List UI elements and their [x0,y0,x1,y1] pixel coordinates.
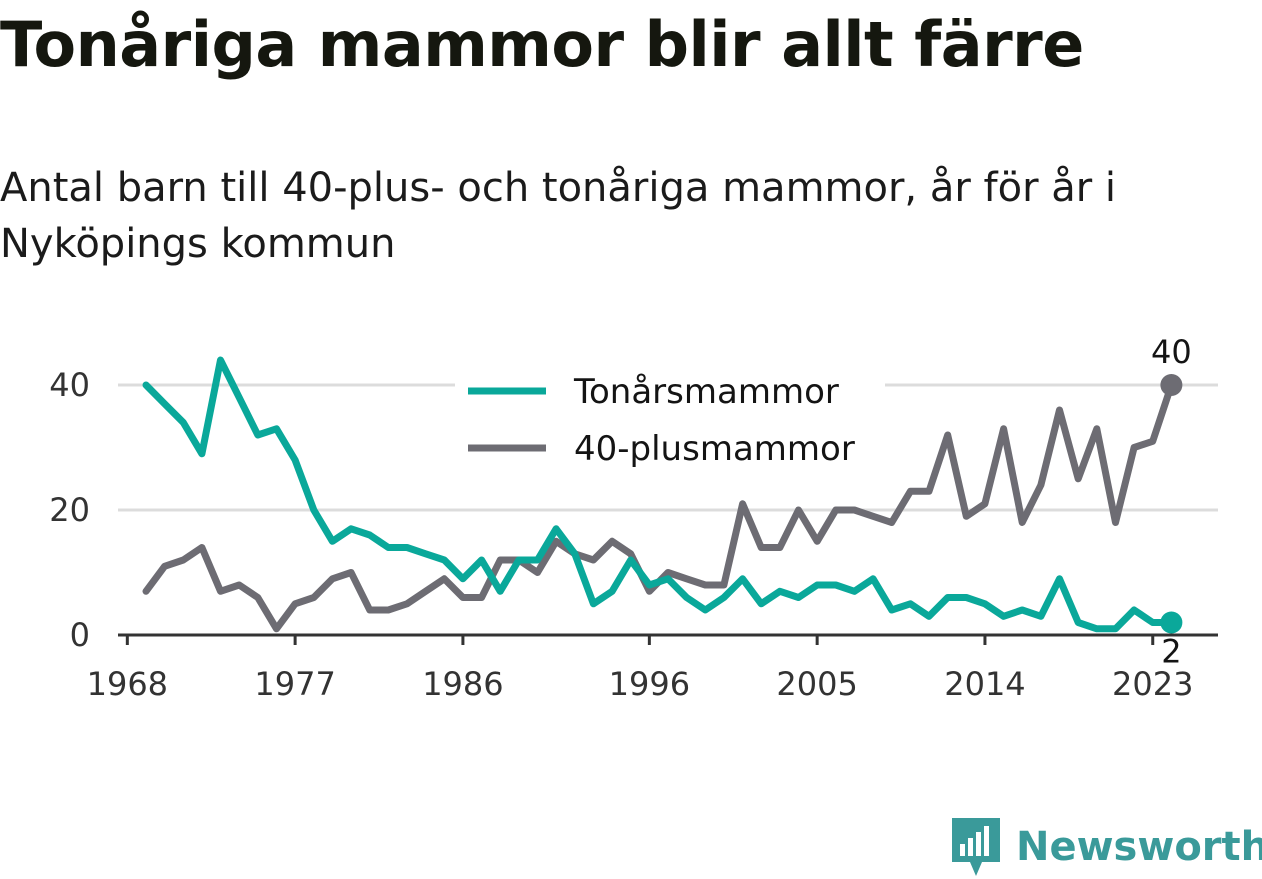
x-tick-label: 2023 [1112,665,1193,703]
x-tick-label: 2014 [944,665,1025,703]
brand-name: Newsworthy [1016,824,1262,870]
end-label: 40 [1151,333,1192,371]
end-labels: 40 2 [1151,333,1192,671]
y-tick-label: 0 [70,616,90,654]
end-point-marker [1160,611,1183,634]
x-tick-label: 1986 [422,665,503,703]
end-label: 2 [1161,633,1181,671]
x-axis: 1968 1977 1986 1996 2005 2014 2023 [87,633,1218,703]
chart-subtitle: Antal barn till 40-plus- och tonåriga ma… [0,165,1117,267]
newsworthy-logo-icon [952,818,1000,876]
series-lines [142,356,1175,633]
end-point-marker [1160,374,1183,396]
series-line [142,356,1175,633]
y-axis-ticks: 0 20 40 [49,366,90,654]
brand-logo: Newsworthy [952,818,1262,876]
chart-title: Tonåriga mammor blir allt färre [0,8,1084,81]
x-tick-label: 1996 [609,665,690,703]
x-tick-label: 1977 [254,665,335,703]
x-tick-label: 1968 [87,665,168,703]
y-tick-label: 20 [49,491,90,529]
x-tick-label: 2005 [776,665,857,703]
legend: Tonårsmammor 40-plusmammor [455,372,885,482]
y-tick-label: 40 [49,366,90,404]
legend-label: 40-plusmammor [574,429,855,469]
legend-label: Tonårsmammor [573,372,839,412]
